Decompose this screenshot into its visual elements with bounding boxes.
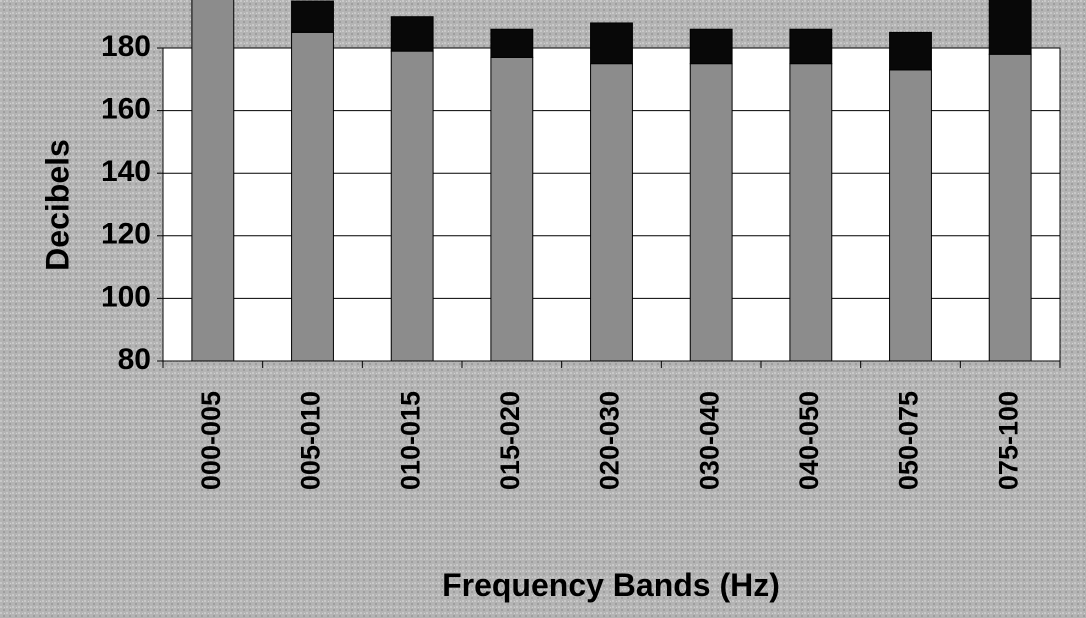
y-tick-label: 180 — [101, 30, 151, 63]
x-tick-label: 010-015 — [395, 391, 425, 490]
bar-segment — [889, 69, 932, 362]
y-tick-label: 140 — [101, 155, 151, 188]
bar-segment — [191, 0, 235, 362]
bar-segment — [889, 31, 932, 71]
bar-segment — [988, 53, 1032, 362]
x-axis-title: Frequency Bands (Hz) — [442, 567, 780, 603]
bar-segment — [490, 28, 534, 58]
y-tick-label: 160 — [101, 93, 151, 126]
y-tick-label: 100 — [101, 280, 151, 313]
x-tick-label: 075-100 — [993, 391, 1023, 490]
y-tick-label: 120 — [101, 218, 151, 251]
bar-segment — [689, 28, 733, 65]
x-tick-label: 040-050 — [794, 391, 824, 490]
y-tick-label: 80 — [118, 343, 151, 376]
bar-segment — [390, 50, 434, 362]
x-tick-label: 015-020 — [495, 391, 525, 490]
bar-segment — [789, 28, 833, 65]
bar-segment — [789, 63, 833, 362]
bar-segment — [689, 63, 733, 362]
x-tick-label: 050-075 — [894, 391, 924, 490]
x-tick-label: 030-040 — [694, 391, 724, 490]
bar-segment — [291, 31, 334, 362]
x-tick-label: 005-010 — [296, 391, 326, 490]
x-tick-label: 000-005 — [196, 391, 226, 490]
x-tick-label: 020-030 — [595, 391, 625, 490]
bar-segment — [590, 63, 633, 362]
bar-segment — [490, 56, 534, 362]
bar-segment — [988, 0, 1032, 55]
bar-segment — [590, 22, 633, 65]
bar-segment — [390, 16, 434, 52]
y-axis-title: Decibels — [39, 139, 75, 271]
bar-segment — [291, 0, 334, 33]
